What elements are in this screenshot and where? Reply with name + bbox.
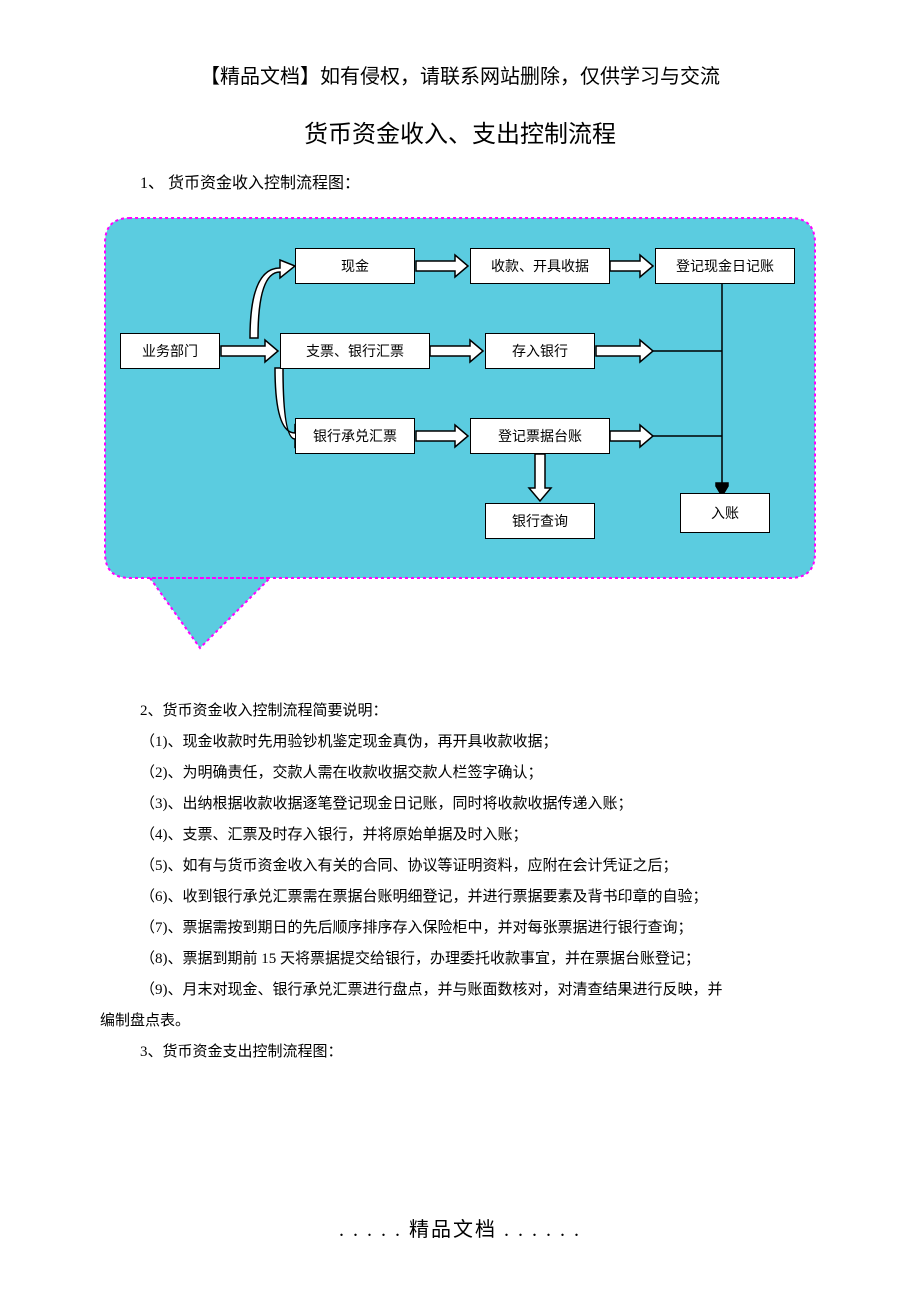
flowchart-diagram: 业务部门 现金 支票、银行汇票 银行承兑汇票 收款、开具收据 存入银行 登记票据…: [100, 208, 820, 658]
node-cash: 现金: [295, 248, 415, 284]
node-cash-journal: 登记现金日记账: [655, 248, 795, 284]
item-8: （8)、票据到期前 15 天将票据提交给银行，办理委托收款事宜，并在票据台账登记…: [140, 946, 820, 973]
footer-text: . . . . . 精品文档 . . . . . .: [0, 1213, 920, 1242]
node-deposit: 存入银行: [485, 333, 595, 369]
item-9b: 编制盘点表。: [100, 1008, 820, 1035]
item-1: （1)、现金收款时先用验钞机鉴定现金真伪，再开具收款收据；: [140, 729, 820, 756]
page-title: 货币资金收入、支出控制流程: [100, 114, 820, 149]
item-4: （4)、支票、汇票及时存入银行，并将原始单据及时入账；: [140, 822, 820, 849]
item-5: （5)、如有与货币资金收入有关的合同、协议等证明资料，应附在会计凭证之后；: [140, 853, 820, 880]
item-7: （7)、票据需按到期日的先后顺序排序存入保险柜中，并对每张票据进行银行查询；: [140, 915, 820, 942]
header-notice: 【精品文档】如有侵权，请联系网站删除，仅供学习与交流: [100, 60, 820, 89]
section-2-label: 2、货币资金收入控制流程简要说明：: [140, 698, 820, 725]
item-9a: （9)、月末对现金、银行承兑汇票进行盘点，并与账面数核对，对清查结果进行反映，并: [140, 977, 820, 1004]
node-register-ledger: 登记票据台账: [470, 418, 610, 454]
item-2: （2)、为明确责任，交款人需在收款收据交款人栏签字确认；: [140, 760, 820, 787]
node-receipt: 收款、开具收据: [470, 248, 610, 284]
node-booking: 入账: [680, 493, 770, 533]
item-6: （6)、收到银行承兑汇票需在票据台账明细登记，并进行票据要素及背书印章的自验；: [140, 884, 820, 911]
section-1-label: 1、 货币资金收入控制流程图：: [140, 169, 820, 193]
section-3-label: 3、货币资金支出控制流程图：: [140, 1039, 820, 1066]
item-3: （3)、出纳根据收款收据逐笔登记现金日记账，同时将收款收据传递入账；: [140, 791, 820, 818]
node-bank-query: 银行查询: [485, 503, 595, 539]
node-bank-acceptance: 银行承兑汇票: [295, 418, 415, 454]
node-check-draft: 支票、银行汇票: [280, 333, 430, 369]
node-business-dept: 业务部门: [120, 333, 220, 369]
